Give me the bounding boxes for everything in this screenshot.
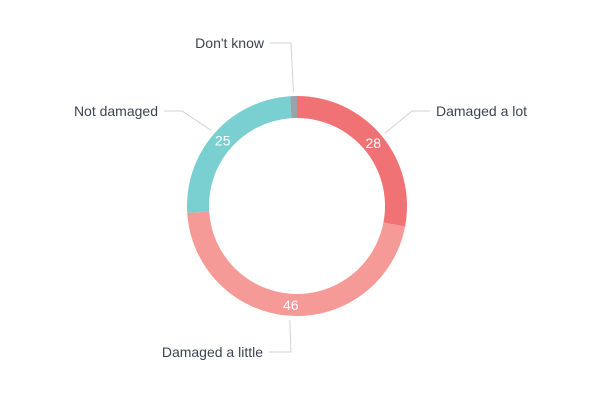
leader-line-damaged-a-lot bbox=[384, 110, 430, 134]
category-labels-group: Damaged a lot Damaged a little Not damaged… bbox=[74, 35, 527, 360]
leader-line-don-t-know bbox=[270, 42, 294, 93]
value-label-not-damaged: 25 bbox=[215, 133, 231, 149]
leader-lines-group bbox=[164, 42, 430, 353]
leader-line-not-damaged bbox=[164, 110, 212, 132]
slices-group bbox=[187, 96, 408, 317]
category-label-damaged-a-little: Damaged a little bbox=[162, 344, 263, 360]
slice-damaged-a-little bbox=[187, 211, 406, 317]
category-label-not-damaged: Not damaged bbox=[74, 103, 158, 119]
slice-damaged-a-lot bbox=[297, 96, 408, 227]
category-label-don-t-know: Don't know bbox=[195, 35, 265, 51]
slice-don-t-know bbox=[290, 96, 297, 119]
value-label-damaged-a-little: 46 bbox=[283, 297, 299, 313]
value-labels-group: 28 46 25 bbox=[215, 133, 381, 313]
leader-line-damaged-a-little bbox=[269, 319, 292, 353]
slice-not-damaged bbox=[187, 96, 292, 213]
category-label-damaged-a-lot: Damaged a lot bbox=[436, 103, 527, 119]
value-label-damaged-a-lot: 28 bbox=[366, 135, 382, 151]
